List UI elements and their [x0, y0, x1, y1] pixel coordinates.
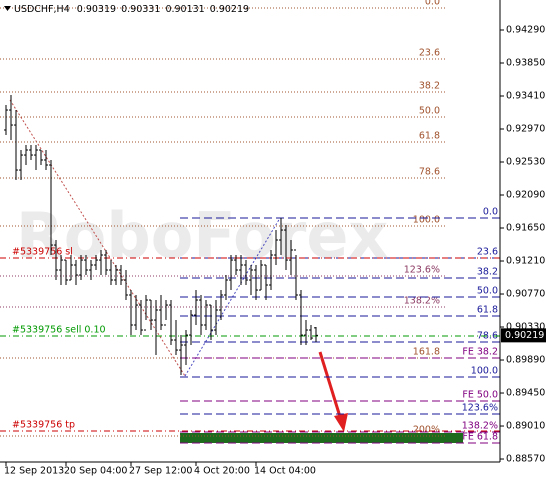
level-label: 200% — [413, 424, 440, 435]
arrow-head — [334, 413, 348, 432]
y-tick-label: 0.93850 — [506, 58, 545, 69]
level-label: 38.2 — [419, 81, 440, 92]
x-tick-label: 4 Oct 20:00 — [194, 466, 250, 477]
x-tick-label: 20 Sep 04:00 — [64, 466, 127, 477]
y-tick-label: 0.91210 — [506, 256, 545, 267]
level-label: 78.6 — [477, 331, 498, 342]
y-tick-label: 0.90770 — [506, 289, 545, 300]
level-label: 61.8 — [419, 130, 440, 141]
level-label: 123.6% — [404, 265, 440, 276]
y-tick-label: 0.89450 — [506, 388, 545, 399]
y-tick-label: 0.92970 — [506, 124, 545, 135]
level-label: 138.2% — [404, 295, 440, 306]
level-label: 138.2% — [462, 421, 498, 432]
y-tick-label: 0.92090 — [506, 190, 545, 201]
level-label: FE 38.2 — [462, 346, 498, 357]
level-label: 23.6 — [477, 247, 498, 258]
y-tick-label: 0.89890 — [506, 355, 545, 366]
level-label: FE 50.0 — [462, 390, 498, 401]
level-label: 50.0 — [419, 106, 440, 117]
header-value: 0.90219 — [210, 4, 249, 15]
header-value: 0.90331 — [121, 4, 160, 15]
level-label: 123.6% — [462, 403, 498, 414]
watermark: RoboForex — [16, 199, 388, 272]
menu-icon — [4, 6, 11, 11]
price-label-box — [501, 328, 546, 343]
arrow — [318, 351, 343, 421]
y-tick-label: 0.92530 — [506, 157, 545, 168]
level-label: 100.0 — [471, 366, 498, 377]
y-tick-label: 0.91650 — [506, 223, 545, 234]
header-value: 0.90131 — [165, 4, 204, 15]
y-tick-label: 0.94290 — [506, 25, 545, 36]
y-tick-label: 0.93410 — [506, 91, 545, 102]
level-label: 78.6 — [419, 166, 440, 177]
symbol: USDCHF,H4 — [14, 4, 70, 15]
level-label: 61.8 — [477, 304, 498, 315]
x-tick-label: 12 Sep 2013 — [4, 466, 64, 477]
y-tick-label: 0.88570 — [506, 454, 545, 465]
level-label: FE 61.8 — [462, 432, 498, 443]
level-label: #5339756 tp — [12, 420, 75, 431]
x-tick-label: 14 Oct 04:00 — [254, 466, 316, 477]
level-label: 38.2 — [477, 267, 498, 278]
level-label: 0.0 — [425, 0, 440, 8]
y-tick-label: 0.89010 — [506, 421, 545, 432]
level-label: 0.0 — [483, 207, 498, 218]
level-label: 23.6 — [419, 48, 440, 59]
y-tick-label: 0.90330 — [506, 322, 545, 333]
price-label: 0.90219 — [505, 330, 544, 341]
level-label: #5339756 sl — [12, 247, 73, 258]
header-value: 0.90319 — [77, 4, 116, 15]
level-label: #5339756 sell 0.10 — [12, 325, 106, 336]
target-zone — [180, 433, 463, 443]
chart-header: USDCHF,H4 0.90319 0.90331 0.90131 0.9021… — [14, 4, 249, 15]
level-label: 50.0 — [477, 286, 498, 297]
level-label: 100.0 — [413, 214, 440, 225]
level-label: 161.8 — [413, 346, 440, 357]
x-tick-label: 27 Sep 12:00 — [129, 466, 192, 477]
